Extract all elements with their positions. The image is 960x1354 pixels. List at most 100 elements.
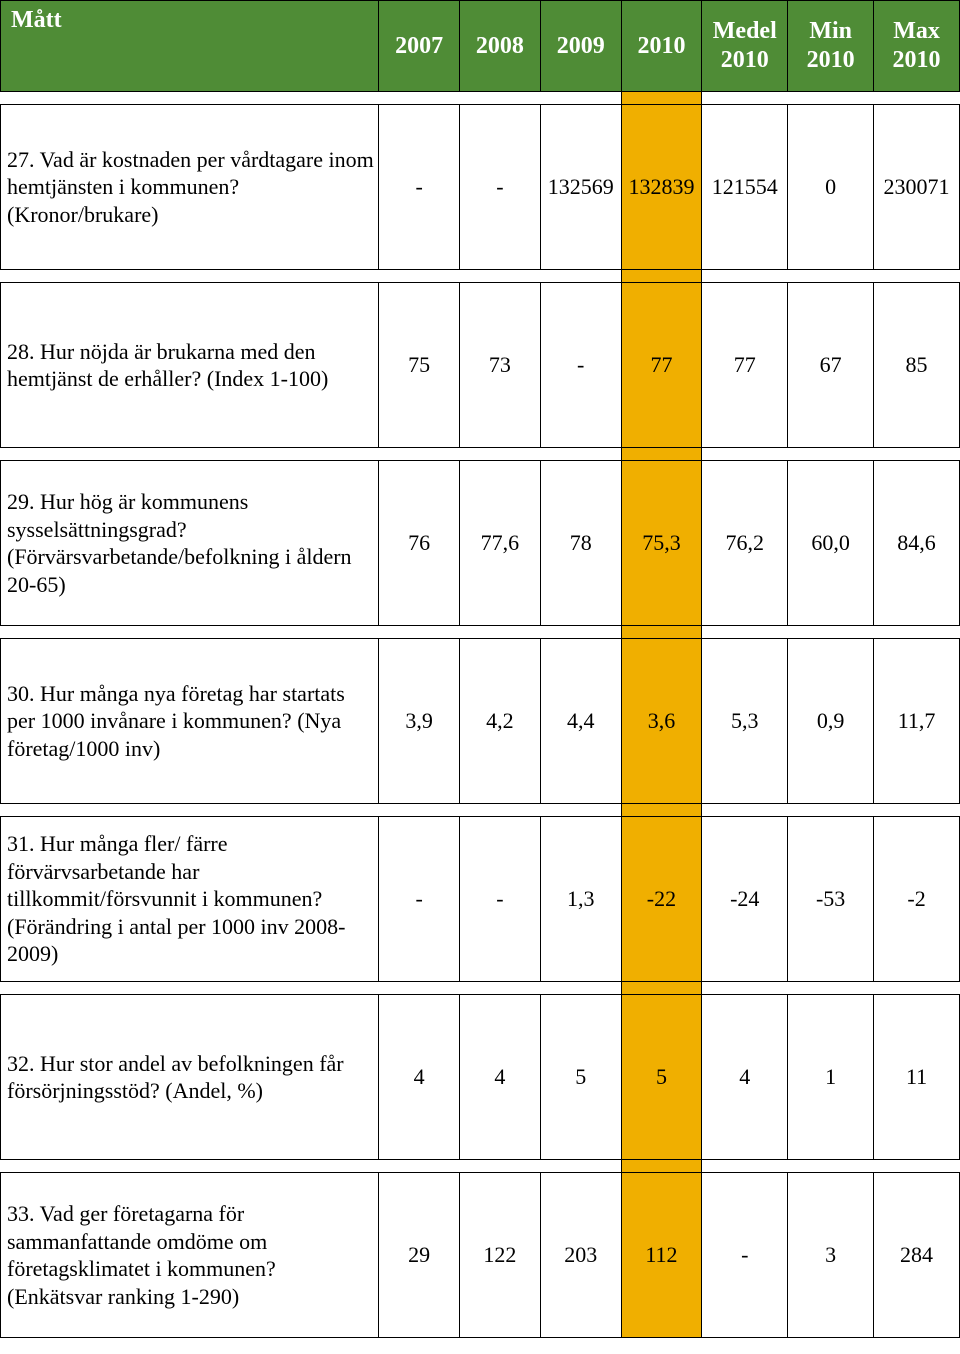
spacer-cell	[788, 270, 874, 283]
spacer-cell	[788, 1160, 874, 1173]
row-label: 27. Vad är kostnaden per vårdtagare inom…	[1, 105, 379, 270]
spacer-cell	[540, 626, 621, 639]
spacer-cell	[1, 270, 379, 283]
indicators-table: Mått 2007 2008 2009 2010 Medel 2010 Min …	[0, 0, 960, 1338]
table-row: 31. Hur många fler/ färre förvärvsarbeta…	[1, 817, 960, 982]
col-header-min-line1: Min	[809, 18, 852, 44]
row-value: -22	[621, 817, 702, 982]
row-value: -	[379, 105, 460, 270]
spacer-cell	[874, 92, 960, 105]
col-header-2010: 2010	[621, 1, 702, 92]
spacer-cell	[379, 1160, 460, 1173]
table-row: 33. Vad ger företagarna för sammanfattan…	[1, 1173, 960, 1338]
row-label: 32. Hur stor andel av befolkningen får f…	[1, 995, 379, 1160]
table-header-row: Mått 2007 2008 2009 2010 Medel 2010 Min …	[1, 1, 960, 92]
row-value: -	[702, 1173, 788, 1338]
row-value: 5	[540, 995, 621, 1160]
col-header-2008: 2008	[460, 1, 541, 92]
row-value: 3	[788, 1173, 874, 1338]
row-value: 1	[788, 995, 874, 1160]
row-value: 3,9	[379, 639, 460, 804]
spacer-cell	[460, 92, 541, 105]
table-row: 27. Vad är kostnaden per vårdtagare inom…	[1, 105, 960, 270]
spacer-cell	[788, 92, 874, 105]
spacer-cell	[621, 626, 702, 639]
row-value: 84,6	[874, 461, 960, 626]
row-value: 73	[460, 283, 541, 448]
table-row: 32. Hur stor andel av befolkningen får f…	[1, 995, 960, 1160]
row-value: 77	[621, 283, 702, 448]
spacer-cell	[540, 804, 621, 817]
spacer-cell	[788, 804, 874, 817]
spacer-cell	[1, 92, 379, 105]
spacer-cell	[874, 270, 960, 283]
col-header-max-line1: Max	[893, 18, 940, 44]
row-value: 85	[874, 283, 960, 448]
row-value: 4	[379, 995, 460, 1160]
col-header-max-line2: 2010	[893, 47, 941, 73]
table-row: 28. Hur nöjda är brukarna med den hemtjä…	[1, 283, 960, 448]
row-spacer	[1, 1160, 960, 1173]
spacer-cell	[788, 448, 874, 461]
row-spacer	[1, 982, 960, 995]
row-value: -2	[874, 817, 960, 982]
spacer-cell	[874, 1160, 960, 1173]
spacer-cell	[1, 982, 379, 995]
spacer-cell	[621, 1160, 702, 1173]
spacer-cell	[621, 270, 702, 283]
row-spacer	[1, 270, 960, 283]
row-value: 284	[874, 1173, 960, 1338]
row-value: 29	[379, 1173, 460, 1338]
row-label: 28. Hur nöjda är brukarna med den hemtjä…	[1, 283, 379, 448]
row-value: 230071	[874, 105, 960, 270]
row-label: 29. Hur hög är kommunens sysselsättnings…	[1, 461, 379, 626]
spacer-cell	[460, 270, 541, 283]
spacer-cell	[1, 804, 379, 817]
row-value: 67	[788, 283, 874, 448]
col-header-2007: 2007	[379, 1, 460, 92]
row-value: 76	[379, 461, 460, 626]
spacer-cell	[621, 92, 702, 105]
spacer-cell	[379, 270, 460, 283]
spacer-cell	[702, 1160, 788, 1173]
row-value: -24	[702, 817, 788, 982]
spacer-cell	[460, 1160, 541, 1173]
row-value: 78	[540, 461, 621, 626]
row-value: 75	[379, 283, 460, 448]
row-value: 77	[702, 283, 788, 448]
row-spacer	[1, 804, 960, 817]
col-header-medel: Medel 2010	[702, 1, 788, 92]
row-value: 11,7	[874, 639, 960, 804]
row-label: 30. Hur många nya företag har startats p…	[1, 639, 379, 804]
row-value: 60,0	[788, 461, 874, 626]
col-header-min: Min 2010	[788, 1, 874, 92]
row-value: 4,2	[460, 639, 541, 804]
col-header-min-line2: 2010	[807, 47, 855, 73]
spacer-cell	[874, 626, 960, 639]
spacer-cell	[702, 448, 788, 461]
col-header-max: Max 2010	[874, 1, 960, 92]
row-value: -53	[788, 817, 874, 982]
row-value: 11	[874, 995, 960, 1160]
spacer-cell	[702, 626, 788, 639]
spacer-cell	[702, 982, 788, 995]
row-value: 4,4	[540, 639, 621, 804]
spacer-cell	[460, 804, 541, 817]
spacer-cell	[874, 448, 960, 461]
spacer-cell	[621, 448, 702, 461]
row-value: 4	[702, 995, 788, 1160]
row-value: 1,3	[540, 817, 621, 982]
row-spacer	[1, 448, 960, 461]
spacer-cell	[460, 626, 541, 639]
table-row: 30. Hur många nya företag har startats p…	[1, 639, 960, 804]
row-value: 112	[621, 1173, 702, 1338]
spacer-cell	[379, 448, 460, 461]
row-spacer	[1, 92, 960, 105]
spacer-cell	[379, 626, 460, 639]
spacer-cell	[460, 448, 541, 461]
row-value: -	[540, 283, 621, 448]
spacer-cell	[540, 270, 621, 283]
col-header-medel-line1: Medel	[713, 18, 777, 44]
row-value: 132839	[621, 105, 702, 270]
table-row: 29. Hur hög är kommunens sysselsättnings…	[1, 461, 960, 626]
